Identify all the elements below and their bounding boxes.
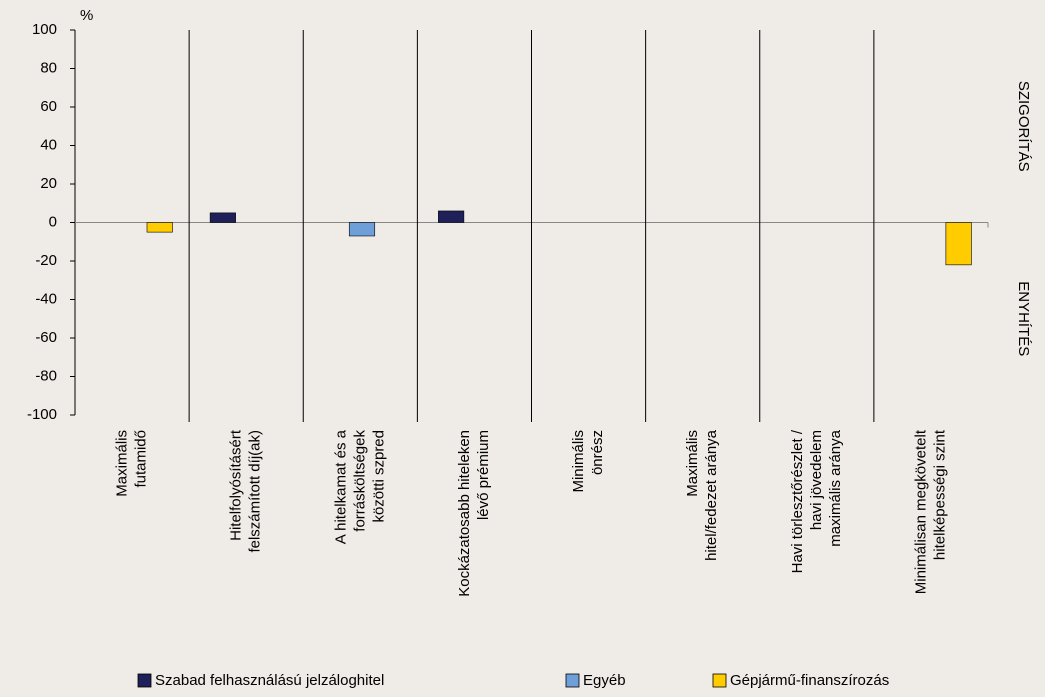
bar — [146, 222, 173, 233]
bar — [438, 210, 465, 223]
y-tick-label: -60 — [35, 329, 57, 346]
y-tick-label: 60 — [40, 98, 57, 115]
x-tick-label: futamidő — [133, 430, 150, 488]
legend-swatch — [712, 673, 727, 688]
y-tick-label: 100 — [32, 21, 57, 38]
x-tick-label: közötti szpred — [370, 430, 387, 523]
x-tick-label: A hitelkamat és a — [332, 429, 349, 544]
x-tick-label: Maximális — [684, 430, 701, 497]
x-tick-label: lévő prémium — [475, 430, 492, 520]
x-tick-label: Minimálisan megkövetelt — [912, 429, 929, 594]
bar — [945, 222, 972, 266]
legend-swatch — [565, 673, 580, 688]
x-tick-label: forrásköltségek — [351, 430, 368, 532]
x-tick-label: maximális aránya — [827, 429, 844, 546]
x-tick-label: hitelképességi szint — [931, 429, 948, 560]
x-tick-label: felszámított díj(ak) — [247, 430, 264, 553]
bar — [348, 222, 376, 237]
legend-label: Szabad felhasználású jelzáloghitel — [155, 672, 384, 689]
x-tick-label: Maximális — [114, 430, 131, 497]
y-tick-label: -40 — [35, 290, 57, 307]
y-tick-label: 20 — [40, 175, 57, 192]
side-label: ENYHÍTÉS — [1015, 281, 1032, 356]
legend-swatch — [137, 673, 152, 688]
x-tick-label: Minimális — [570, 430, 587, 493]
y-tick-label: 80 — [40, 59, 57, 76]
y-unit: % — [80, 7, 93, 24]
x-tick-label: Havi törlesztőrészlet / — [789, 429, 806, 573]
y-tick-label: -80 — [35, 367, 57, 384]
y-tick-label: 40 — [40, 136, 57, 153]
x-tick-label: önrész — [589, 430, 606, 475]
x-tick-label: hitel/fedezet aránya — [703, 429, 720, 561]
x-tick-label: Kockázatosabb hiteleken — [456, 430, 473, 597]
y-tick-label: -20 — [35, 252, 57, 269]
x-tick-label: havi jövedelem — [808, 430, 825, 530]
y-tick-label: 0 — [49, 213, 57, 230]
side-label: SZIGORÍTÁS — [1015, 81, 1032, 172]
y-tick-label: -100 — [27, 406, 57, 423]
legend-label: Egyéb — [583, 672, 626, 689]
x-tick-label: Hitelfolyósításért — [228, 429, 245, 541]
legend-label: Gépjármű-finanszírozás — [730, 672, 889, 689]
bar — [209, 212, 236, 223]
